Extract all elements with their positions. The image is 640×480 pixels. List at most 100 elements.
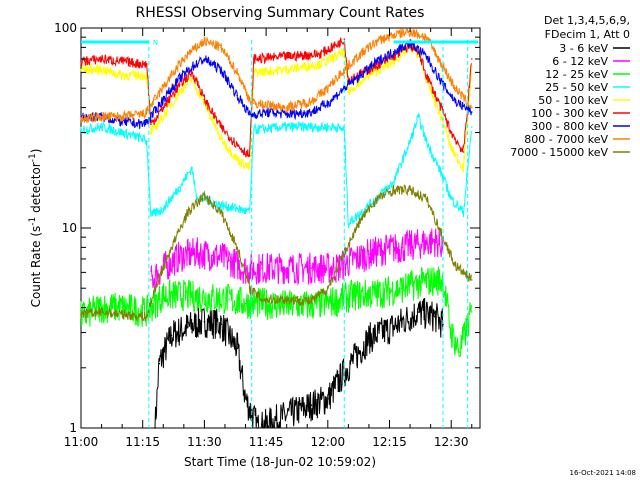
chart-title: RHESSI Observing Summary Count Rates (136, 5, 425, 21)
series-line (80, 37, 472, 158)
series-point (450, 331, 453, 334)
series-2 (80, 266, 473, 358)
legend-entry-label: 300 - 800 keV (531, 120, 608, 133)
series-point (162, 106, 165, 109)
series-point (178, 84, 181, 86)
series-point (100, 311, 103, 313)
series-point (191, 66, 193, 68)
series-point (141, 123, 144, 126)
series-point (269, 104, 272, 107)
series-point (425, 140, 428, 143)
series-point (150, 215, 152, 217)
series-point (376, 40, 379, 42)
series-point (359, 218, 362, 221)
series-point (146, 311, 148, 313)
legend-entry-label: 100 - 300 keV (531, 107, 608, 120)
series-point (376, 292, 379, 295)
series-point (203, 194, 206, 197)
series-point (178, 77, 181, 80)
y-axis-label-part1: Count Rate (s (29, 226, 43, 308)
legend: Det 1,3,4,5,6,9, FDecim 1, Att 0 3 - 6 k… (510, 14, 630, 159)
series-point (269, 111, 272, 113)
series-point (310, 304, 313, 307)
series-point (376, 60, 379, 63)
legend-header-line2: FDecim 1, Att 0 (545, 28, 630, 41)
series-point (285, 304, 288, 307)
series-point (310, 404, 313, 407)
series-point (471, 279, 473, 281)
series-point (248, 98, 251, 101)
series-point (425, 198, 428, 200)
series-point (150, 123, 152, 126)
legend-entry-label: 800 - 7000 keV (524, 133, 608, 146)
series-point (392, 51, 395, 53)
series-point (248, 113, 251, 116)
y-tick-label: 10 (62, 221, 77, 235)
series-point (244, 302, 247, 305)
series-point (347, 223, 350, 225)
series-point (253, 128, 255, 131)
series-point (417, 243, 420, 245)
series-point (434, 315, 436, 318)
series-point (454, 87, 457, 89)
series-point (183, 294, 185, 297)
attenuator-lines: N (81, 39, 478, 428)
series-point (401, 246, 403, 249)
series-point (417, 115, 420, 118)
series-line (80, 266, 472, 358)
series-point (450, 147, 453, 150)
x-tick-label: 12:15 (372, 435, 407, 449)
series-point (236, 71, 239, 74)
series-point (80, 68, 82, 71)
series-point (318, 126, 321, 128)
series-point (454, 264, 457, 267)
series-point (392, 181, 395, 183)
series-point (203, 296, 206, 299)
series-point (392, 34, 395, 36)
series-line (80, 39, 472, 129)
series-point (409, 140, 411, 143)
series-point (141, 63, 144, 65)
series-point (146, 140, 148, 143)
series-point (146, 111, 148, 113)
series-point (318, 53, 321, 55)
series-point (351, 294, 354, 297)
series-point (253, 102, 255, 105)
series-line (80, 184, 472, 322)
series-point (195, 87, 197, 89)
series-point (146, 63, 148, 65)
series-5 (80, 37, 473, 158)
series-point (220, 46, 222, 49)
series-8 (80, 184, 473, 322)
series-point (236, 207, 239, 210)
series-point (310, 100, 313, 103)
series-point (236, 144, 239, 146)
series-point (335, 55, 337, 58)
x-tick-label: 11:15 (125, 435, 160, 449)
series-point (285, 106, 288, 109)
series-point (158, 362, 160, 365)
series-point (220, 68, 222, 71)
series-point (203, 40, 206, 42)
series-point (471, 58, 473, 60)
series-point (442, 120, 444, 123)
y-axis-label-part2: detector (29, 162, 43, 217)
series-point (261, 302, 263, 305)
series-point (285, 55, 288, 58)
series-point (310, 300, 313, 303)
series-point (228, 298, 230, 301)
series-point (248, 167, 251, 169)
series-point (162, 294, 165, 297)
axis-ticks: 11:00 11:15 11:30 11:45 12:00 12:15 12:30 1 10 10… (54, 21, 480, 449)
series-point (170, 246, 173, 249)
series-point (178, 255, 181, 258)
series-point (141, 137, 144, 140)
series-point (191, 77, 193, 80)
legend-entry-label: 50 - 100 keV (538, 94, 608, 107)
series-point (150, 279, 152, 281)
series-point (248, 211, 251, 213)
x-tick-label: 11:00 (64, 435, 99, 449)
series-point (195, 194, 197, 197)
series-point (343, 38, 346, 40)
series-point (191, 167, 193, 169)
